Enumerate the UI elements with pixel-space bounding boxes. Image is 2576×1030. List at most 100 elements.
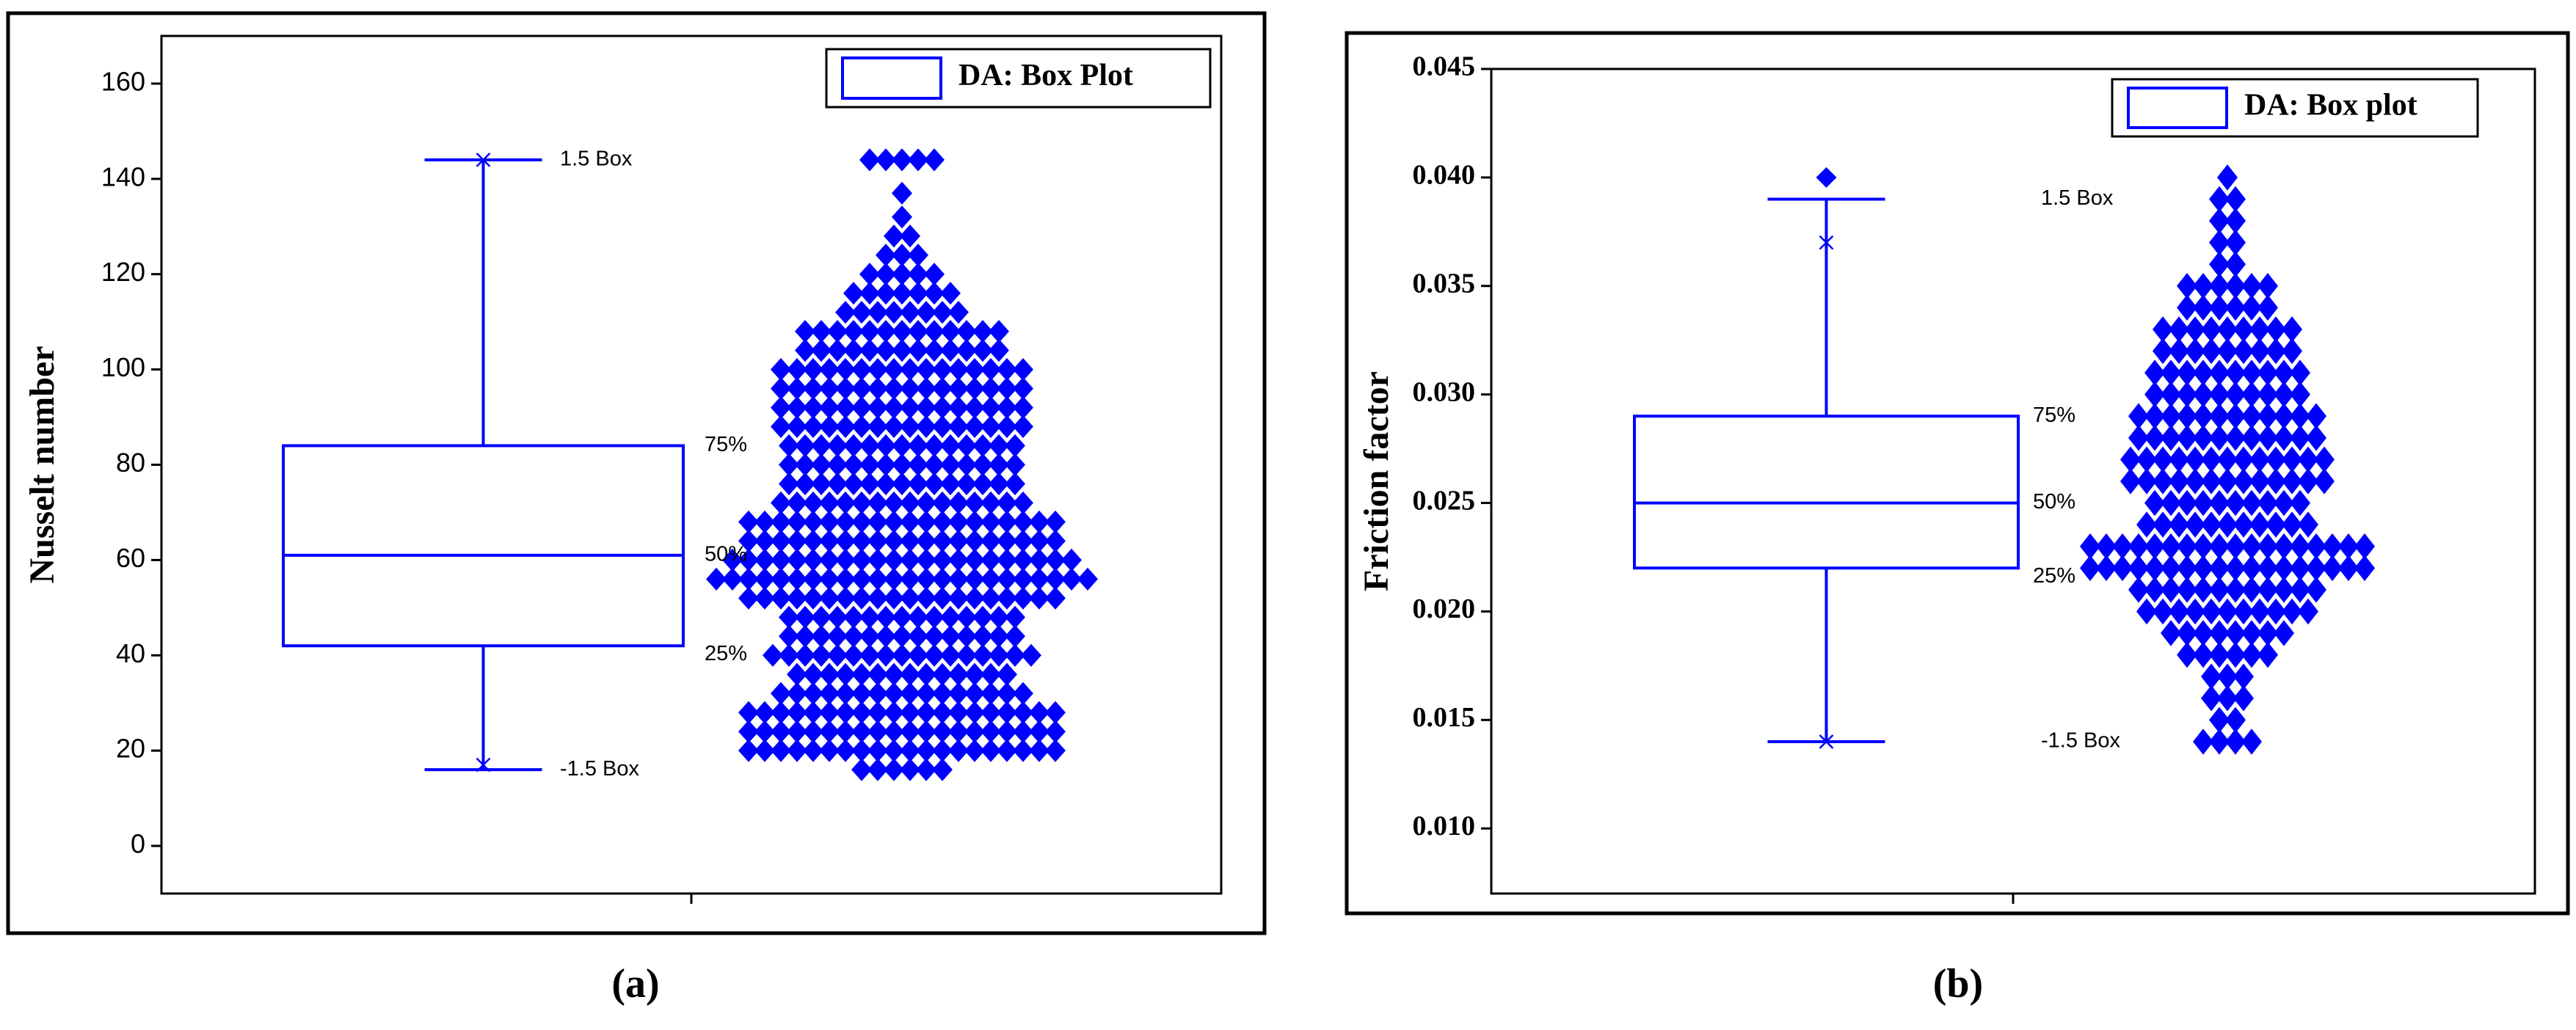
- caption: (b): [1933, 961, 1983, 1007]
- axes-frame: [160, 34, 1223, 895]
- swarm-row: [884, 224, 920, 248]
- swarm-row: [2209, 229, 2246, 256]
- swarm-row: [2153, 316, 2302, 343]
- swarm-row: [892, 205, 912, 229]
- stat-label: 25%: [705, 642, 747, 665]
- swarm-row: [2177, 273, 2278, 299]
- y-tick-label: 140: [101, 161, 145, 191]
- swarm-row: [2217, 164, 2238, 191]
- swarm-row: [771, 414, 1033, 439]
- swarm-row: [779, 472, 1025, 496]
- swarm-row: [779, 605, 1025, 629]
- swarm-row: [2136, 598, 2318, 625]
- panel: 0 20 40 60 80 100 120 140 160 Nusselt number (a) DA…: [23, 34, 1223, 1007]
- y-tick-label: 0.040: [1413, 160, 1476, 191]
- y-tick-label: 0: [131, 829, 145, 859]
- swarm-row: [2177, 641, 2278, 668]
- swarm-row: [738, 720, 1066, 743]
- swarm-row: [2128, 425, 2326, 451]
- stat-label: -1.5 Box: [560, 757, 639, 781]
- legend-label: DA: Box plot: [2244, 89, 2417, 123]
- stat-label: 25%: [2033, 564, 2075, 588]
- swarm-row: [2209, 706, 2246, 734]
- swarm-row: [2177, 294, 2278, 321]
- swarm-row: [2136, 511, 2318, 538]
- swarm-row: [2161, 620, 2294, 646]
- swarm-row: [738, 529, 1066, 552]
- swarm-row: [2144, 381, 2310, 408]
- swarm-row: [738, 701, 1066, 724]
- stat-label: 50%: [705, 543, 747, 566]
- swarm-row: [795, 320, 1009, 343]
- stat-label: 1.5 Box: [2041, 186, 2114, 210]
- swarm-row: [2209, 251, 2246, 277]
- swarm-row: [835, 301, 969, 324]
- y-axis-label: Nusselt number: [23, 346, 62, 583]
- y-tick-label: 100: [101, 352, 145, 382]
- stat-label: 1.5 Box: [560, 147, 633, 171]
- stat-label: 75%: [2033, 403, 2075, 427]
- percentile-marker: [476, 152, 491, 167]
- swarm-row: [738, 510, 1066, 534]
- swarm-row: [738, 586, 1066, 610]
- panel-frame: [6, 11, 1267, 935]
- swarm-row: [2080, 555, 2375, 582]
- y-axis-label: Friction factor: [1357, 371, 1396, 591]
- y-tick-label: 0.015: [1413, 702, 1476, 733]
- swarm-row: [876, 244, 928, 267]
- swarm-row: [795, 339, 1009, 362]
- swarm-row: [763, 643, 1041, 667]
- y-tick-label: 0.035: [1413, 269, 1476, 299]
- swarm-row: [771, 682, 1033, 705]
- y-tick-label: 0.045: [1413, 51, 1476, 82]
- axes-frame: [1490, 67, 2536, 895]
- y-tick-label: 160: [101, 66, 145, 96]
- box: [1633, 414, 2020, 570]
- y-tick-label: 20: [116, 734, 145, 764]
- y-tick-label: 0.020: [1413, 593, 1476, 624]
- stat-label: 75%: [705, 433, 747, 456]
- caption: (a): [611, 961, 659, 1007]
- swarm-row: [771, 491, 1033, 515]
- swarm-row: [2144, 489, 2310, 516]
- swarm-row: [859, 148, 945, 172]
- y-tick-label: 0.030: [1413, 376, 1476, 407]
- swarm-row: [851, 758, 953, 781]
- box: [282, 444, 685, 648]
- swarm-row: [779, 434, 1025, 458]
- swarm-row: [2193, 728, 2262, 755]
- panel-frame: [1345, 31, 2570, 916]
- swarm-row: [779, 624, 1025, 648]
- swarm-row: [771, 395, 1033, 420]
- percentile-marker: [476, 757, 491, 772]
- swarm-row: [892, 181, 912, 205]
- swarm-row: [787, 662, 1017, 686]
- swarm-row: [2144, 359, 2310, 386]
- swarm-row: [771, 377, 1033, 401]
- swarm-row: [2120, 468, 2335, 494]
- percentile-marker: [1819, 235, 1834, 250]
- y-tick-label: 60: [116, 543, 145, 573]
- swarm-row: [2153, 337, 2302, 365]
- legend-swatch: [2127, 87, 2228, 129]
- percentile-marker: [1819, 734, 1834, 749]
- swarm-row: [2080, 533, 2375, 560]
- swarm-row: [843, 282, 961, 305]
- swarm-row: [2128, 403, 2326, 430]
- stat-label: 50%: [2033, 490, 2075, 514]
- swarm-row: [2201, 685, 2254, 712]
- y-tick-label: 80: [116, 448, 145, 478]
- swarm-row: [2128, 577, 2326, 603]
- swarm-row: [722, 548, 1082, 571]
- swarm-row: [779, 453, 1025, 477]
- swarm-row: [706, 567, 1098, 591]
- y-tick-label: 120: [101, 257, 145, 287]
- swarm-row: [771, 358, 1033, 381]
- swarm-row: [859, 263, 945, 286]
- swarm-row: [2201, 663, 2254, 690]
- legend-swatch: [841, 56, 942, 100]
- y-tick-label: 0.025: [1413, 485, 1476, 516]
- panel: 0.010 0.015 0.020 0.025 0.030 0.035 0.040 0.045…: [1357, 51, 2536, 1007]
- swarm-row: [2209, 208, 2246, 234]
